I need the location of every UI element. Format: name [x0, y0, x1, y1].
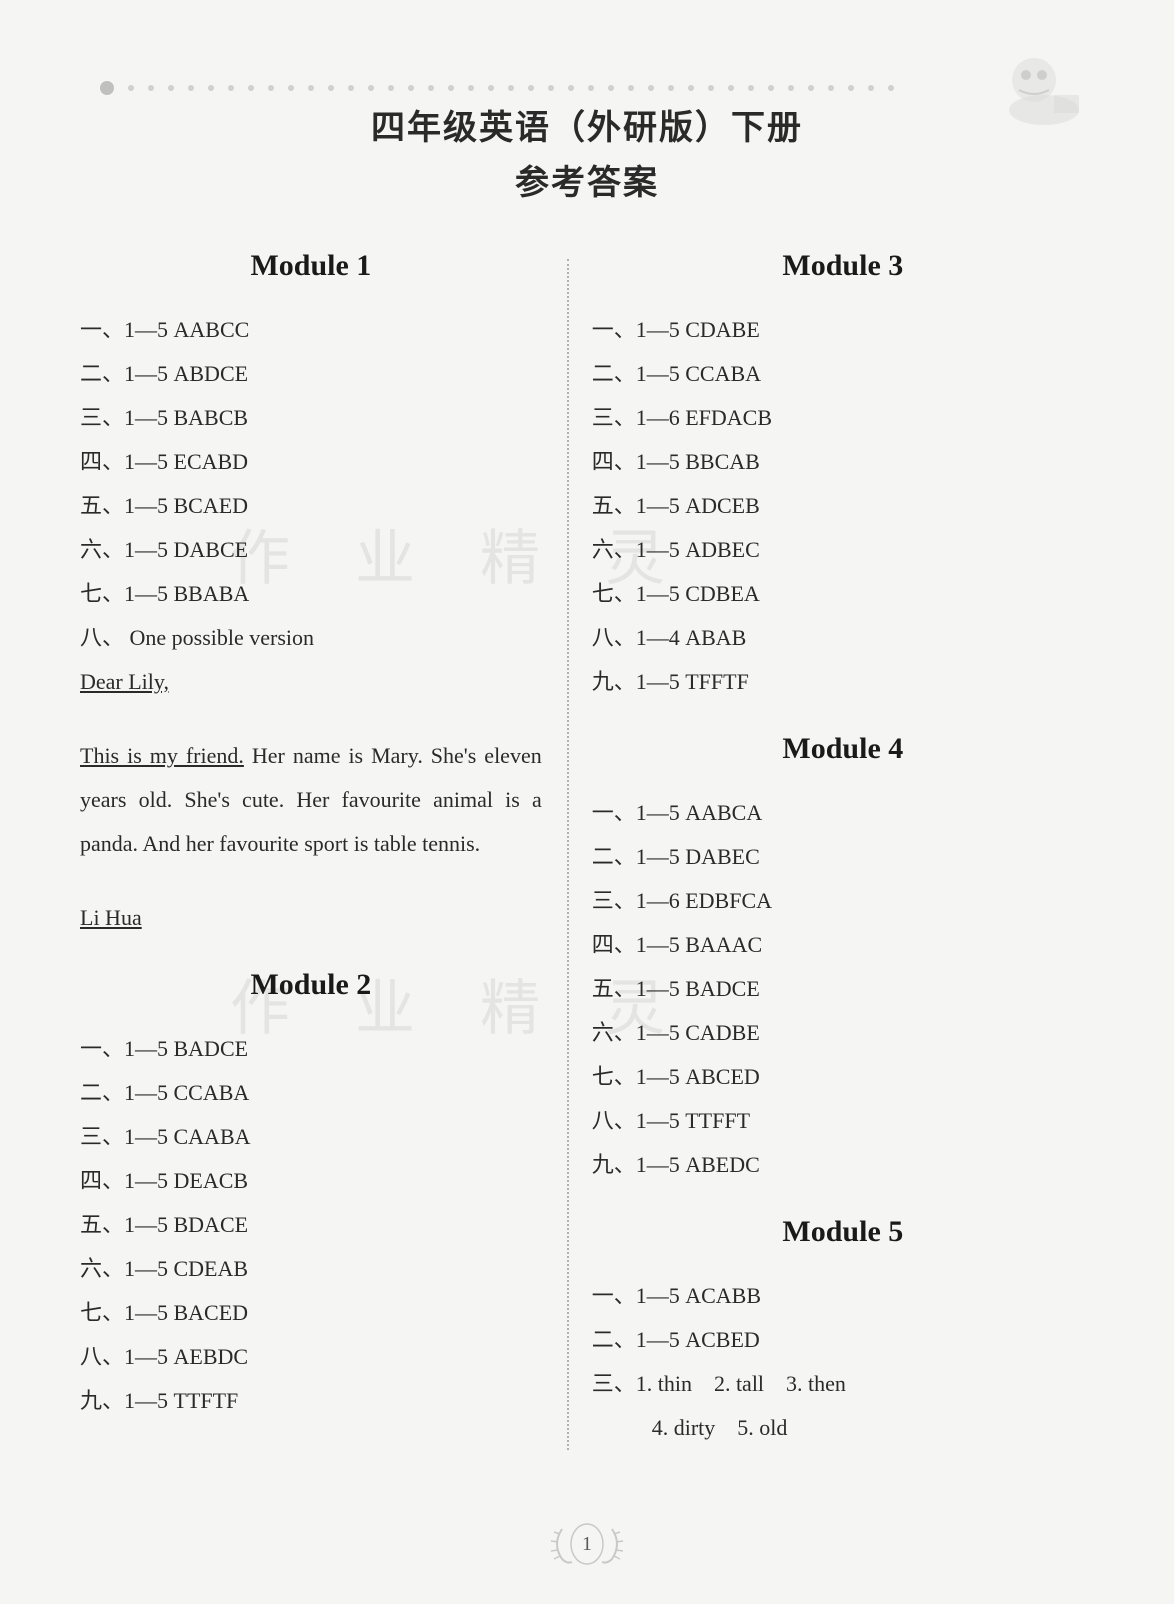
right-column: Module 3 一、1—5 CDABE 二、1—5 CCABA 三、1—6 E… — [567, 249, 1094, 1450]
answer-line: 三、1—5 CAABA — [80, 1115, 542, 1159]
page-title: 四年级英语（外研版）下册 — [80, 100, 1094, 149]
answer-line: 五、1—5 ADCEB — [592, 484, 1094, 528]
answer-line: 七、1—5 BBABA — [80, 572, 542, 616]
answer-line: 六、1—5 ADBEC — [592, 528, 1094, 572]
answer-line: 四、1—5 ECABD — [80, 440, 542, 484]
module-title: Module 2 — [80, 968, 542, 1002]
module-title: Module 5 — [592, 1215, 1094, 1249]
page-number: 1 — [582, 1533, 592, 1556]
writing-greeting: Dear Lily, — [80, 660, 542, 704]
writing-body: This is my friend. Her name is Mary. She… — [80, 734, 542, 866]
corner-mascot-icon — [974, 40, 1094, 140]
answer-line: 二、1—5 ABDCE — [80, 352, 542, 396]
header-dotted-decoration — [100, 85, 954, 87]
left-column: Module 1 一、1—5 AABCC 二、1—5 ABDCE 三、1—5 B… — [80, 249, 567, 1450]
answer-line: 八、 One possible version — [80, 616, 542, 660]
answer-line: 一、1—5 ACABB — [592, 1274, 1094, 1318]
answer-line: 八、1—4 ABAB — [592, 616, 1094, 660]
answer-line: 五、1—5 BDACE — [80, 1203, 542, 1247]
answer-line: 九、1—5 TTFTF — [80, 1379, 542, 1423]
answer-line: 六、1—5 CADBE — [592, 1011, 1094, 1055]
writing-body-start: This is my friend. — [80, 743, 244, 768]
answer-line: 二、1—5 DABEC — [592, 835, 1094, 879]
answer-line: 六、1—5 CDEAB — [80, 1247, 542, 1291]
answer-line: 二、1—5 CCABA — [80, 1071, 542, 1115]
answer-line: 一、1—5 AABCC — [80, 308, 542, 352]
answer-line: 三、1—6 EDBFCA — [592, 879, 1094, 923]
answer-line: 四、1—5 DEACB — [80, 1159, 542, 1203]
answer-line: 六、1—5 DABCE — [80, 528, 542, 572]
module-title: Module 3 — [592, 249, 1094, 283]
answer-line: 八、1—5 AEBDC — [80, 1335, 542, 1379]
answer-line: 四、1—5 BAAAC — [592, 923, 1094, 967]
answer-line: 八、1—5 TTFFT — [592, 1099, 1094, 1143]
answer-line: 一、1—5 AABCA — [592, 791, 1094, 835]
page-number-badge: 1 — [542, 1514, 632, 1574]
answer-line: 七、1—5 CDBEA — [592, 572, 1094, 616]
column-divider — [567, 259, 569, 1450]
answer-line: 五、1—5 BADCE — [592, 967, 1094, 1011]
answer-line: 三、1—6 EFDACB — [592, 396, 1094, 440]
content-columns: Module 1 一、1—5 AABCC 二、1—5 ABDCE 三、1—5 B… — [80, 249, 1094, 1450]
answer-line: 七、1—5 ABCED — [592, 1055, 1094, 1099]
answer-line: 九、1—5 TFFTF — [592, 660, 1094, 704]
answer-line: 二、1—5 CCABA — [592, 352, 1094, 396]
module-title: Module 1 — [80, 249, 542, 283]
writing-signature: Li Hua — [80, 896, 542, 940]
answer-line: 一、1—5 CDABE — [592, 308, 1094, 352]
page-subtitle: 参考答案 — [80, 155, 1094, 204]
module-title: Module 4 — [592, 732, 1094, 766]
answer-line: 二、1—5 ACBED — [592, 1318, 1094, 1362]
answer-line: 五、1—5 BCAED — [80, 484, 542, 528]
answer-line: 四、1—5 BBCAB — [592, 440, 1094, 484]
page-header: 四年级英语（外研版）下册 参考答案 — [80, 100, 1094, 204]
answer-line: 三、1—5 BABCB — [80, 396, 542, 440]
answer-line: 七、1—5 BACED — [80, 1291, 542, 1335]
answer-line: 一、1—5 BADCE — [80, 1027, 542, 1071]
answer-line: 九、1—5 ABEDC — [592, 1143, 1094, 1187]
answer-line: 三、1. thin 2. tall 3. then — [592, 1362, 1094, 1406]
answer-line: 4. dirty 5. old — [592, 1406, 1094, 1450]
